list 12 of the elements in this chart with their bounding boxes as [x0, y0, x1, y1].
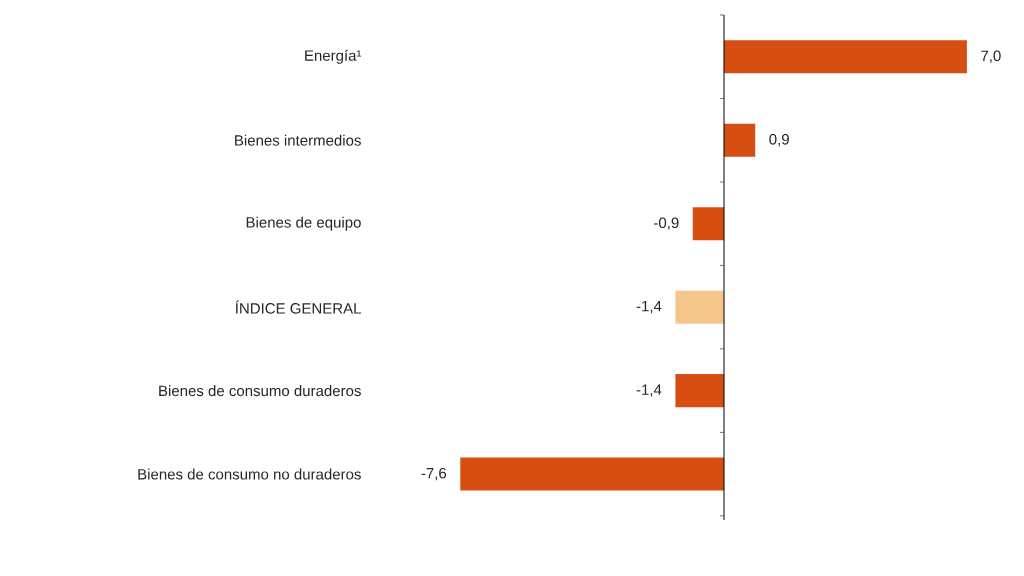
y-tick-label: Energía¹: [305, 49, 362, 64]
data-label: 0,9: [769, 134, 789, 147]
data-label: 7,0: [981, 50, 1001, 63]
data-label: -0,9: [654, 217, 679, 230]
y-tick-label: Bienes intermedios: [235, 134, 361, 146]
y-tick-label: ÍNDICE GENERAL: [235, 300, 361, 314]
y-tick-label: Bienes de consumo no duraderos: [138, 468, 361, 480]
data-label: -7,6: [421, 467, 447, 481]
y-tick-label: Bienes de equipo: [246, 216, 361, 231]
y-tick-label: Bienes de consumo duraderos: [159, 385, 361, 397]
data-label: -1,4: [636, 384, 662, 397]
data-label: -1,4: [636, 301, 662, 314]
